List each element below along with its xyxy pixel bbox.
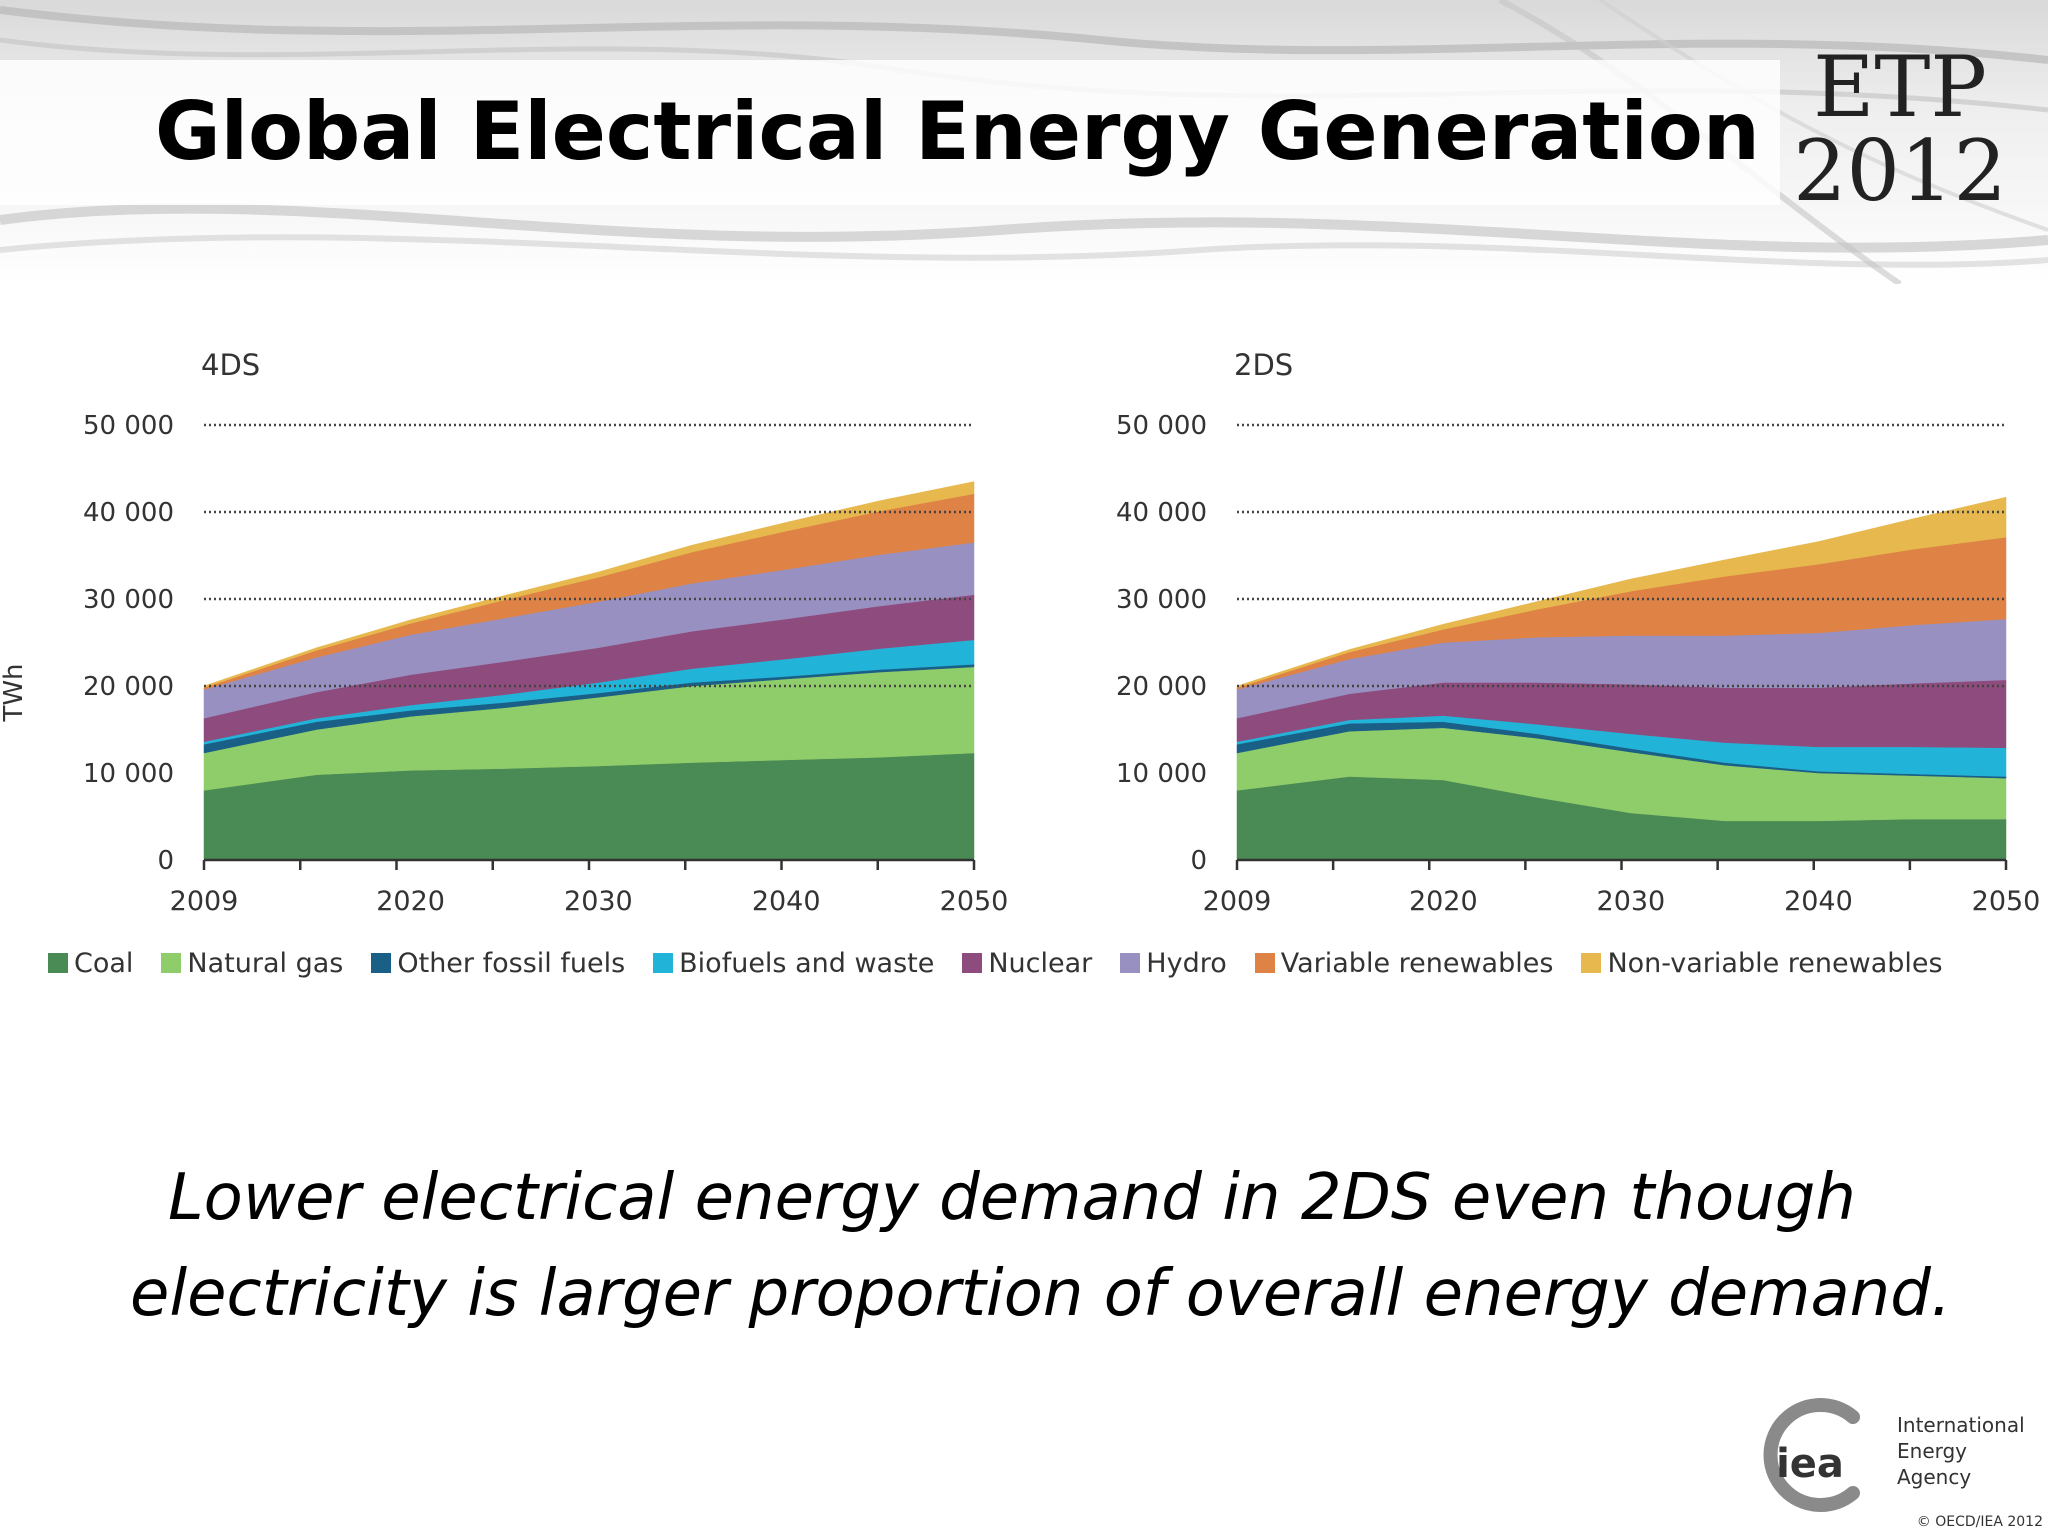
legend-swatch <box>161 953 182 973</box>
legend-item-biofuels-and-waste: Biofuels and waste <box>653 948 934 979</box>
x-tick-label: 2020 <box>1409 886 1478 917</box>
y-tick-label: 20 000 <box>1116 672 1207 702</box>
badge-line-2: 2012 <box>1793 122 2007 220</box>
x-tick-label: 2030 <box>564 886 633 917</box>
legend-item-coal: Coal <box>48 948 133 979</box>
legend-label: Other fossil fuels <box>397 947 626 979</box>
chart-title: 4DS <box>201 348 260 382</box>
x-tick-label: 2020 <box>376 886 445 917</box>
legend-label: Variable renewables <box>1280 947 1554 979</box>
legend-label: Non-variable renewables <box>1607 947 1943 979</box>
title-box <box>0 60 1780 205</box>
legend-item-hydro: Hydro <box>1120 947 1227 979</box>
y-tick-label: 30 000 <box>1116 585 1207 615</box>
y-axis-label: TWh <box>0 663 29 722</box>
y-tick-label: 0 <box>157 846 174 876</box>
legend-label: Hydro <box>1146 947 1227 979</box>
caption: Lower electrical energy demand in 2DS ev… <box>110 1150 2010 1342</box>
iea-logo: iea <box>1763 1398 1860 1512</box>
legend-label: Nuclear <box>988 947 1093 979</box>
legend-item-other-fossil-fuels: Other fossil fuels <box>371 948 625 979</box>
legend-label: Coal <box>74 947 134 979</box>
area-non-variable-renewables <box>203 481 975 689</box>
chart-2ds: 0 10 000 20 000 30 000 40 000 50 000 2009 2020 2… <box>1116 348 2040 917</box>
chart-legend: Coal Natural gas Other fossil fuels Biofuel… <box>48 943 2038 983</box>
legend-swatch <box>1120 953 1141 973</box>
legend-swatch <box>1581 953 1602 973</box>
y-tick-label: 40 000 <box>83 498 174 528</box>
x-tick-label: 2030 <box>1597 886 1666 917</box>
x-tick-label: 2050 <box>1972 886 2041 917</box>
organization-name: International Energy Agency <box>1897 1412 2047 1490</box>
y-tick-label: 10 000 <box>83 759 174 789</box>
x-tick-label: 2040 <box>1784 886 1853 917</box>
y-tick-label: 50 000 <box>83 411 174 441</box>
legend-item-natural-gas: Natural gas <box>161 948 343 979</box>
legend-swatch <box>48 953 68 973</box>
legend-label: Biofuels and waste <box>679 947 935 979</box>
caption-line-2: electricity is larger proportion of over… <box>130 1257 1952 1331</box>
legend-swatch <box>1254 953 1275 973</box>
charts-area: 0 10 000 20 000 30 000 40 000 50 000 2009 2020 2… <box>0 348 2040 917</box>
y-tick-label: 40 000 <box>1116 498 1207 528</box>
area-non-variable-renewables <box>1236 496 2007 689</box>
y-tick-label: 50 000 <box>1116 411 1207 441</box>
x-tick-label: 2009 <box>1203 886 1272 917</box>
caption-line-1: Lower electrical energy demand in 2DS ev… <box>168 1161 1856 1235</box>
iea-logo-text: iea <box>1776 1441 1844 1487</box>
copyright: © OECD/IEA 2012 <box>1916 1514 2043 1530</box>
organization-line-1: International <box>1897 1413 2025 1437</box>
chart-title: 2DS <box>1234 348 1293 382</box>
x-tick-label: 2009 <box>170 886 239 917</box>
legend-swatch <box>371 953 392 973</box>
etp-2012-badge: ETP 2012 <box>1785 45 2015 213</box>
organization-line-2: Energy Agency <box>1897 1439 1972 1489</box>
legend-item-variable-renewables: Variable renewables <box>1254 947 1554 979</box>
legend-label: Natural gas <box>187 947 344 979</box>
legend-swatch <box>962 953 983 973</box>
y-tick-label: 0 <box>1190 846 1207 876</box>
x-tick-label: 2040 <box>752 886 821 917</box>
y-tick-label: 10 000 <box>1116 759 1207 789</box>
y-tick-label: 30 000 <box>83 585 174 615</box>
chart-4ds: 0 10 000 20 000 30 000 40 000 50 000 2009 2020 2… <box>0 348 1008 917</box>
legend-item-non-variable-renewables: Non-variable renewables <box>1581 947 1943 979</box>
y-tick-label: 20 000 <box>83 672 174 702</box>
legend-swatch <box>653 953 674 973</box>
badge-line-1: ETP <box>1813 38 1987 136</box>
slide-title: Global Electrical Energy Generation <box>155 85 1760 178</box>
legend-item-nuclear: Nuclear <box>962 948 1092 979</box>
x-tick-label: 2050 <box>940 886 1009 917</box>
